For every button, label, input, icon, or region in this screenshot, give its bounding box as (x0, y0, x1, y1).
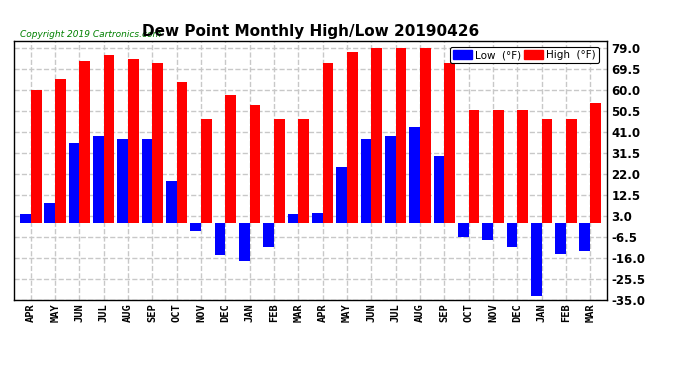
Bar (458, 223, 469, 237)
Bar (226, 95, 236, 223)
Bar (128, 59, 139, 223)
Bar (239, 223, 250, 261)
Bar (104, 54, 115, 223)
Bar (312, 213, 323, 223)
Bar (347, 52, 357, 223)
Bar (444, 63, 455, 223)
Bar (215, 223, 226, 255)
Bar (395, 48, 406, 223)
Bar (590, 103, 601, 223)
Bar (482, 223, 493, 240)
Bar (385, 136, 395, 223)
Bar (79, 61, 90, 223)
Bar (166, 181, 177, 223)
Bar (190, 223, 201, 231)
Bar (433, 156, 444, 223)
Bar (566, 118, 577, 223)
Bar (506, 223, 518, 247)
Bar (555, 223, 566, 254)
Bar (20, 214, 31, 223)
Bar (44, 203, 55, 223)
Text: Copyright 2019 Cartronics.com: Copyright 2019 Cartronics.com (20, 30, 161, 39)
Bar (323, 63, 333, 223)
Bar (201, 118, 212, 223)
Bar (264, 223, 274, 247)
Bar (336, 167, 347, 223)
Bar (141, 138, 152, 223)
Bar (409, 128, 420, 223)
Bar (177, 82, 188, 223)
Bar (117, 138, 128, 223)
Bar (493, 110, 504, 223)
Bar (93, 136, 104, 223)
Bar (371, 48, 382, 223)
Bar (288, 214, 298, 223)
Bar (518, 110, 528, 223)
Bar (152, 63, 163, 223)
Bar (250, 105, 260, 223)
Bar (469, 110, 480, 223)
Bar (580, 223, 590, 251)
Bar (69, 143, 79, 223)
Bar (31, 90, 41, 223)
Legend: Low  (°F), High  (°F): Low (°F), High (°F) (450, 47, 599, 63)
Bar (542, 118, 552, 223)
Bar (361, 138, 371, 223)
Bar (55, 79, 66, 223)
Bar (298, 118, 309, 223)
Bar (274, 118, 285, 223)
Bar (420, 48, 431, 223)
Bar (531, 223, 542, 296)
Title: Dew Point Monthly High/Low 20190426: Dew Point Monthly High/Low 20190426 (142, 24, 479, 39)
